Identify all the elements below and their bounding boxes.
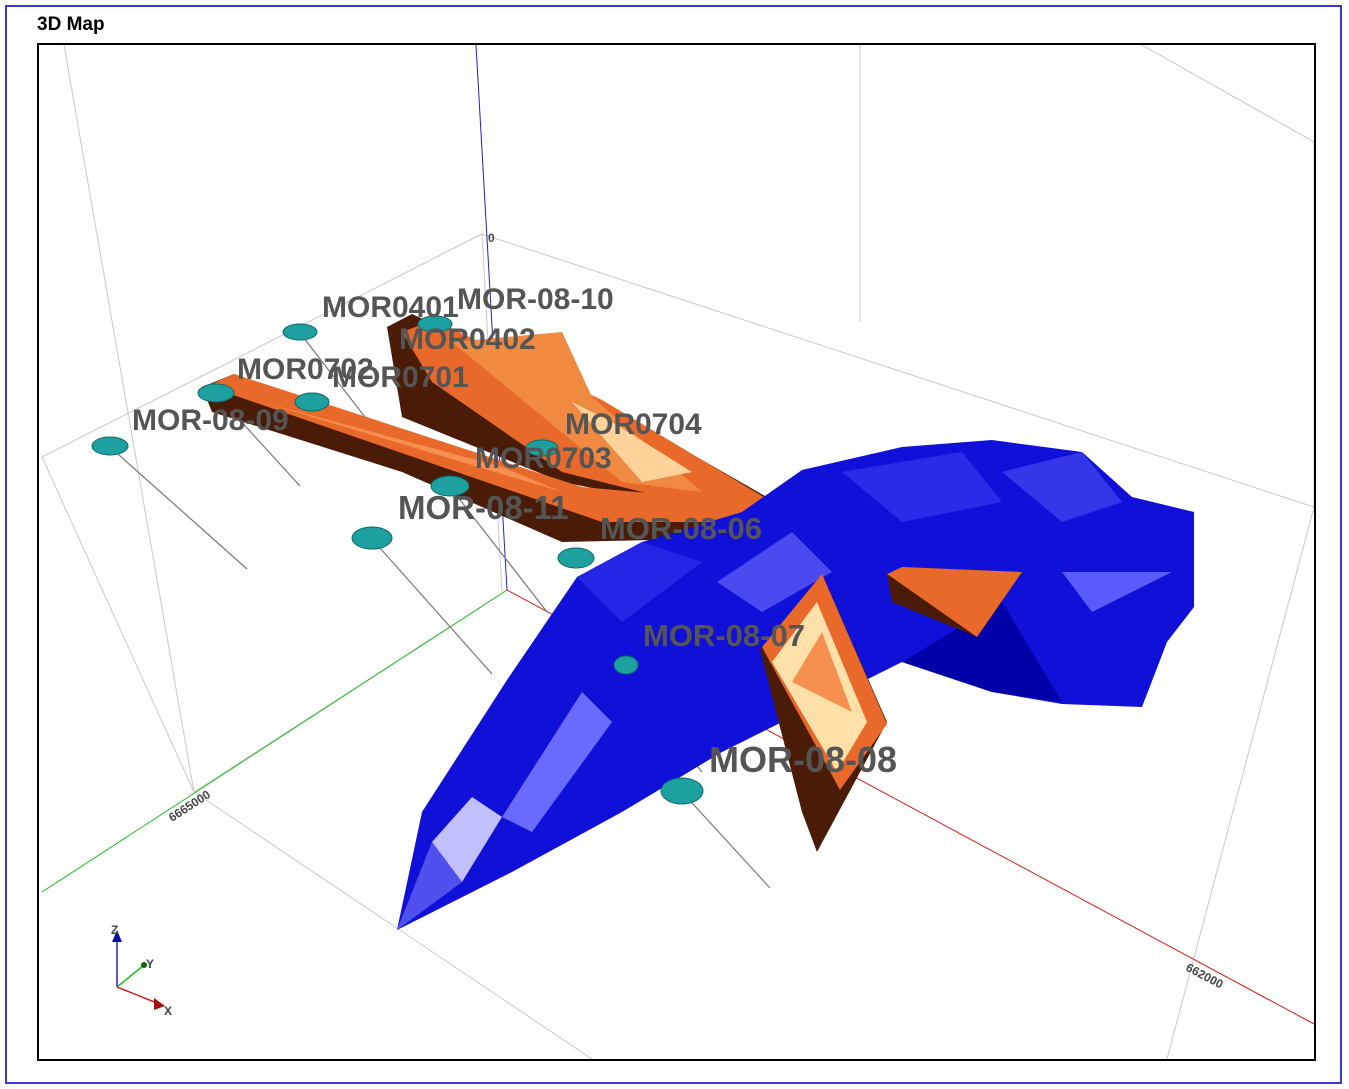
vein-south xyxy=(760,574,887,852)
svg-text:X: X xyxy=(164,1004,172,1018)
drillhole-collars xyxy=(91,315,704,805)
z-tick-label: 0 xyxy=(488,231,495,245)
3d-map-viewport[interactable]: 0 6665000 662000 xyxy=(37,43,1316,1061)
vein-west xyxy=(202,374,782,542)
drillhole-label: MOR-08-11 xyxy=(398,489,569,526)
drillhole-labels: MOR0401 MOR-08-10 MOR0402 MOR0702 MOR070… xyxy=(132,283,897,780)
drillhole-label: MOR-08-10 xyxy=(457,283,614,316)
drillhole-label: MOR0704 xyxy=(565,408,702,441)
drillhole-label: MOR-08-07 xyxy=(643,618,805,653)
drillhole-label: MOR0703 xyxy=(475,442,612,475)
svg-text:Y: Y xyxy=(146,957,154,971)
drillhole-label: MOR-08-09 xyxy=(132,404,289,437)
drillhole-label: MOR0702 xyxy=(237,353,374,386)
drillhole-label: MOR-08-08 xyxy=(709,739,897,780)
y-tick-label: 6665000 xyxy=(166,787,213,824)
vein-north xyxy=(387,314,772,522)
drillhole-label: MOR0402 xyxy=(399,323,536,356)
vein-east xyxy=(887,567,1022,637)
svg-text:Z: Z xyxy=(111,923,118,937)
window-title: 3D Map xyxy=(37,14,105,35)
drillhole-label: MOR-08-06 xyxy=(600,511,762,546)
axis-triad: Z Y X xyxy=(111,923,172,1018)
drillhole-label: MOR0701 xyxy=(332,361,469,394)
drillhole-label: MOR0401 xyxy=(322,291,459,324)
y-axis-line xyxy=(41,589,508,893)
